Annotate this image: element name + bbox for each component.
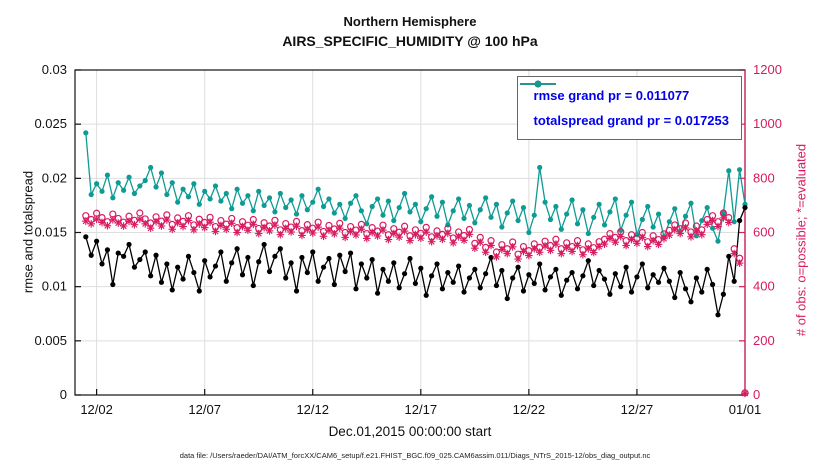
y-axis-left-label: rmse and totalspread	[20, 170, 36, 294]
svg-text:0: 0	[753, 387, 760, 402]
svg-text:12/12: 12/12	[296, 402, 329, 417]
svg-text:0.025: 0.025	[34, 116, 67, 131]
legend-item-label: rmse grand pr = 0.011077	[533, 88, 690, 103]
legend: rmse grand pr = 0.011077 totalspread gran…	[516, 76, 742, 140]
chart-title: Northern Hemisphere AIRS_SPECIFIC_HUMIDI…	[75, 14, 745, 49]
svg-text:12/07: 12/07	[188, 402, 221, 417]
chart-title-line1: Northern Hemisphere	[343, 14, 477, 29]
chart-title-line2: AIRS_SPECIFIC_HUMIDITY @ 100 hPa	[282, 33, 538, 49]
svg-text:0.02: 0.02	[42, 170, 67, 185]
svg-text:200: 200	[753, 333, 775, 348]
svg-text:0.03: 0.03	[42, 62, 67, 77]
svg-text:1000: 1000	[753, 116, 782, 131]
x-axis-label: Dec.01,2015 00:00:00 start	[328, 424, 492, 439]
legend-item-1: totalspread grand pr = 0.017253	[519, 80, 729, 133]
svg-text:1200: 1200	[753, 62, 782, 77]
y-axis-right-label: # of obs: o=possible; *=evaluated	[793, 143, 809, 337]
svg-text:12/22: 12/22	[513, 402, 546, 417]
svg-text:600: 600	[753, 225, 775, 240]
legend-marker-icon	[519, 80, 556, 88]
svg-text:800: 800	[753, 170, 775, 185]
data-file-footer: data file: /Users/raeder/DAI/ATM_forcXX/…	[179, 451, 651, 460]
svg-text:400: 400	[753, 279, 775, 294]
svg-text:0.01: 0.01	[42, 279, 67, 294]
svg-text:0.015: 0.015	[34, 225, 67, 240]
svg-text:12/02: 12/02	[80, 402, 113, 417]
svg-text:12/27: 12/27	[621, 402, 654, 417]
svg-text:0: 0	[60, 387, 67, 402]
svg-text:01/01: 01/01	[729, 402, 762, 417]
svg-text:12/17: 12/17	[405, 402, 438, 417]
svg-text:0.005: 0.005	[34, 333, 67, 348]
legend-item-label: totalspread grand pr = 0.017253	[533, 113, 729, 128]
